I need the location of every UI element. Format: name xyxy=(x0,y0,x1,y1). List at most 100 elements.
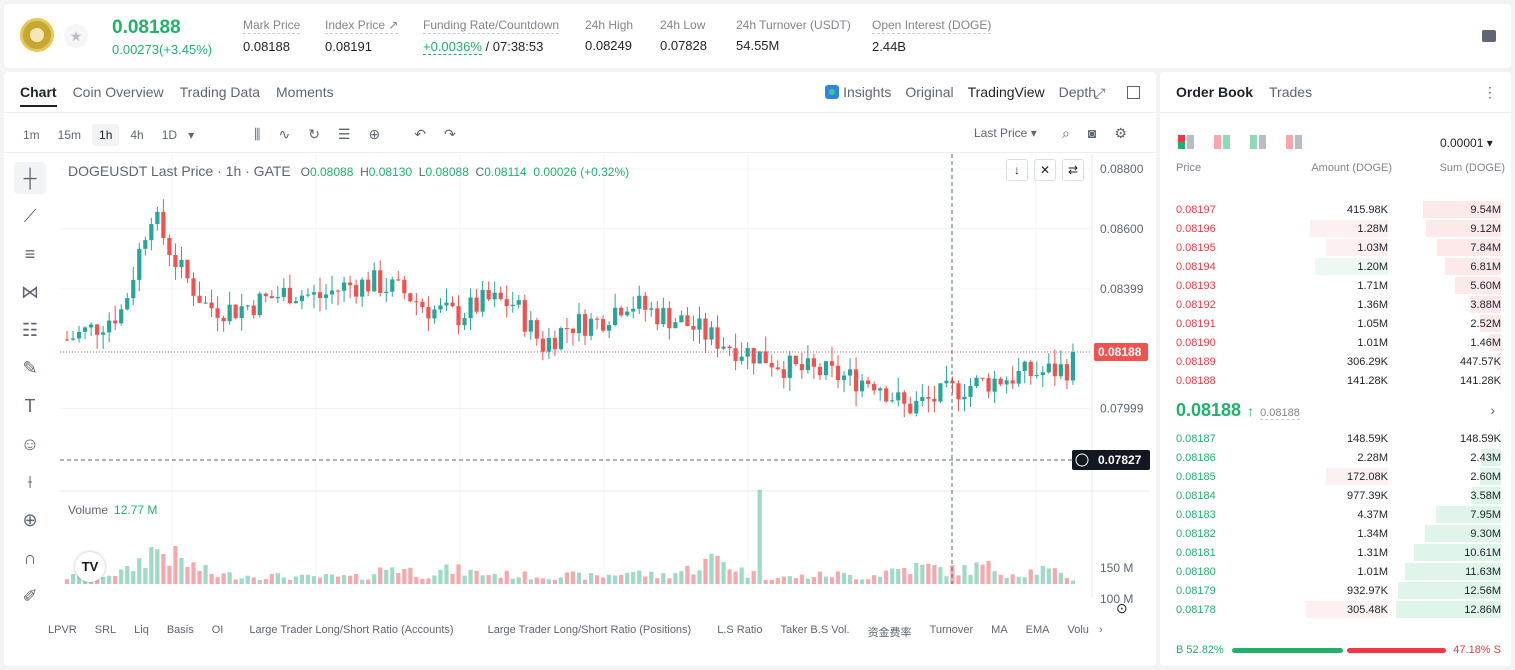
tab-coin-overview[interactable]: Coin Overview xyxy=(72,84,164,100)
chevron-right-icon[interactable]: › xyxy=(1490,402,1495,418)
interval-15m[interactable]: 15m xyxy=(57,128,82,142)
more-options-icon[interactable]: ⋮ xyxy=(1483,84,1497,100)
volume-bar xyxy=(70,574,76,584)
indicator-lt-positions[interactable]: Large Trader Long/Short Ratio (Positions… xyxy=(487,624,692,636)
fullscreen-icon[interactable] xyxy=(1127,86,1140,99)
bid-row[interactable]: 0.08184 977.39K 3.58M xyxy=(1160,486,1511,505)
download-icon[interactable]: ↓ xyxy=(1006,159,1028,181)
indicator-basis[interactable]: Basis xyxy=(166,624,194,636)
tab-original[interactable]: Original xyxy=(905,84,954,100)
chevron-down-icon[interactable]: ▾ xyxy=(188,128,195,142)
volume-bar xyxy=(498,577,503,584)
undo-icon[interactable]: ↶ xyxy=(414,126,426,142)
indicator-lt-accounts[interactable]: Large Trader Long/Short Ratio (Accounts) xyxy=(249,624,454,636)
favorite-star-icon[interactable]: ★ xyxy=(64,24,88,48)
fib-tool-icon[interactable]: ☷ xyxy=(21,320,39,340)
bid-row[interactable]: 0.08182 1.34M 9.30M xyxy=(1160,524,1511,543)
bids-asks-mode-icon[interactable] xyxy=(1214,135,1230,149)
bid-row[interactable]: 0.08178 305.48K 12.86M xyxy=(1160,600,1511,619)
pattern-tool-icon[interactable]: ⋈ xyxy=(21,282,39,302)
ask-row[interactable]: 0.08189 306.29K 447.57K xyxy=(1160,352,1511,371)
indicators-icon[interactable]: ∿ xyxy=(278,126,291,142)
indicator-srl[interactable]: SRL xyxy=(94,624,117,636)
indicator-lpvr[interactable]: LPVR xyxy=(48,624,77,636)
both-sides-mode-icon[interactable] xyxy=(1178,135,1194,149)
indicator-ma[interactable]: MA xyxy=(991,624,1008,636)
measure-tool-icon[interactable]: ⟊ xyxy=(27,472,33,492)
indicator-ls-ratio[interactable]: L.S Ratio xyxy=(717,624,763,636)
tab-trading-data[interactable]: Trading Data xyxy=(179,84,261,100)
bid-row[interactable]: 0.08181 1.31M 10.61M xyxy=(1160,543,1511,562)
tab-tradingview[interactable]: TradingView xyxy=(967,84,1045,100)
bid-row[interactable]: 0.08186 2.28M 2.43M xyxy=(1160,448,1511,467)
add-indicator-icon[interactable]: ⊕ xyxy=(368,126,381,142)
expand-icon[interactable]: ⤢ xyxy=(1094,85,1106,101)
indicator-turnover[interactable]: Turnover xyxy=(929,624,974,636)
search-icon[interactable]: ⌕ xyxy=(1062,125,1070,141)
ask-row[interactable]: 0.08190 1.01M 1.46M xyxy=(1160,333,1511,352)
tab-trades[interactable]: Trades xyxy=(1269,84,1313,100)
redo-icon[interactable]: ↷ xyxy=(443,126,456,142)
ask-row[interactable]: 0.08188 141.28K 141.28K xyxy=(1160,371,1511,390)
volume-bar xyxy=(546,579,551,584)
chevron-right-icon[interactable]: › xyxy=(1098,624,1103,636)
ask-row[interactable]: 0.08194 1.20M 6.81M xyxy=(1160,257,1511,276)
tab-chart[interactable]: Chart xyxy=(20,84,57,107)
swap-icon[interactable]: ⇄ xyxy=(1062,159,1084,181)
ask-row[interactable]: 0.08197 415.98K 9.54M xyxy=(1160,200,1511,219)
templates-icon[interactable]: ☰ xyxy=(337,126,351,142)
emoji-tool-icon[interactable]: ☺ xyxy=(20,434,40,454)
magnet-icon[interactable]: ∩ xyxy=(23,548,37,568)
indicator-ema[interactable]: EMA xyxy=(1025,624,1050,636)
interval-4h[interactable]: 4h xyxy=(130,128,144,142)
text-tool-icon[interactable]: T xyxy=(24,396,36,416)
gear-icon[interactable]: ⚙ xyxy=(1114,125,1127,141)
ask-row[interactable]: 0.08191 1.05M 2.52M xyxy=(1160,314,1511,333)
asks-only-mode-icon[interactable] xyxy=(1286,135,1302,149)
candle-type-icon[interactable]: ⫼ xyxy=(254,126,261,142)
indicator-volu[interactable]: Volu xyxy=(1067,624,1089,636)
pencil-icon[interactable]: ✐ xyxy=(22,586,38,606)
notes-icon[interactable] xyxy=(1482,30,1496,42)
ask-row[interactable]: 0.08196 1.28M 9.12M xyxy=(1160,219,1511,238)
price-type-select[interactable]: Last Price ▾ xyxy=(974,126,1037,140)
bid-row[interactable]: 0.08187 148.59K 148.59K xyxy=(1160,429,1511,448)
interval-1h[interactable]: 1h xyxy=(92,124,120,146)
bid-sum: 11.63M xyxy=(1465,566,1501,578)
indicator-oi[interactable]: OI xyxy=(211,624,224,636)
bid-row[interactable]: 0.08183 4.37M 7.95M xyxy=(1160,505,1511,524)
bids-only-mode-icon[interactable] xyxy=(1250,135,1266,149)
volume-bar xyxy=(149,547,154,584)
interval-1d[interactable]: 1D xyxy=(161,128,178,142)
zoom-in-icon[interactable]: ⊕ xyxy=(22,510,38,530)
candle-body xyxy=(101,332,106,335)
trendline-tool-icon[interactable]: ⟋ xyxy=(23,206,37,226)
collapse-icon[interactable]: ✕ xyxy=(1034,159,1056,181)
stat-index-price[interactable]: Index Price ↗ 0.08191 xyxy=(325,18,399,54)
indicator-taker[interactable]: Taker B.S Vol. xyxy=(780,624,850,636)
brush-tool-icon[interactable]: ✎ xyxy=(22,358,38,378)
ask-row[interactable]: 0.08192 1.36M 3.88M xyxy=(1160,295,1511,314)
tab-moments[interactable]: Moments xyxy=(276,84,334,100)
interval-1m[interactable]: 1m xyxy=(23,128,40,142)
ask-row[interactable]: 0.08195 1.03M 7.84M xyxy=(1160,238,1511,257)
tab-depth[interactable]: Depth xyxy=(1058,84,1096,100)
bid-sum: 3.58M xyxy=(1470,490,1501,502)
last-price: 0.08188 xyxy=(112,17,181,38)
bid-row[interactable]: 0.08185 172.08K 2.60M xyxy=(1160,467,1511,486)
horizontal-lines-icon[interactable]: ≡ xyxy=(24,244,36,264)
candlestick-chart[interactable]: 0.08188 0.07827 0.08800 0.08600 0.08399 0.079… xyxy=(60,154,1150,606)
indicator-liq[interactable]: Liq xyxy=(134,624,149,636)
ask-row[interactable]: 0.08193 1.71M 5.60M xyxy=(1160,276,1511,295)
tradingview-logo-icon[interactable]: TV xyxy=(75,552,105,582)
tab-insights[interactable]: Insights xyxy=(825,84,891,100)
indicator-funding[interactable]: 资金费率 xyxy=(867,627,912,639)
precision-select[interactable]: 0.00001 ▾ xyxy=(1440,136,1493,150)
refresh-icon[interactable]: ↻ xyxy=(308,126,320,142)
axis-settings-icon[interactable]: ⊙ xyxy=(1116,600,1128,616)
crosshair-tool-icon[interactable]: ┼ xyxy=(14,162,46,194)
camera-icon[interactable]: ◙ xyxy=(1087,125,1097,141)
tab-order-book[interactable]: Order Book xyxy=(1176,84,1254,100)
bid-row[interactable]: 0.08180 1.01M 11.63M xyxy=(1160,562,1511,581)
bid-row[interactable]: 0.08179 932.97K 12.56M xyxy=(1160,581,1511,600)
